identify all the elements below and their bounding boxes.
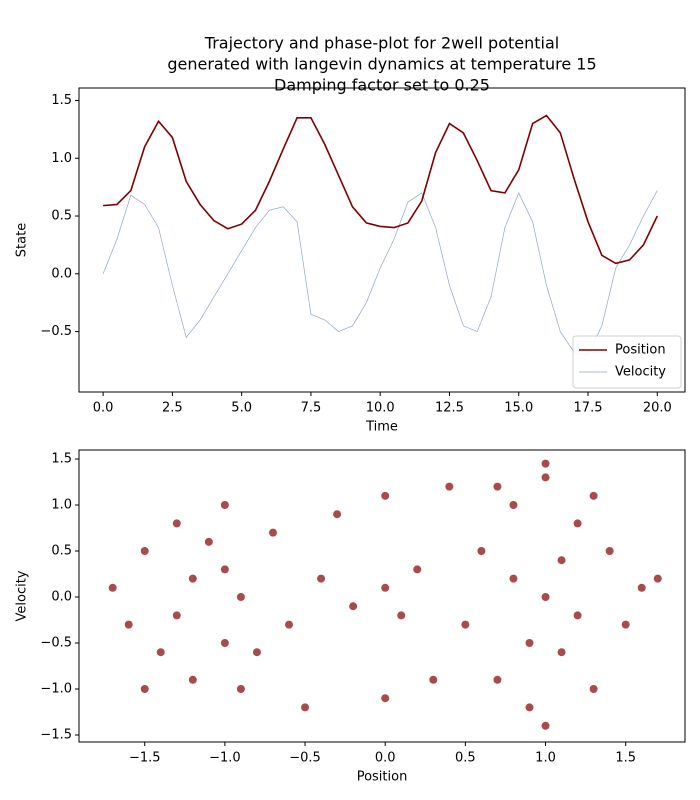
scatter-point — [333, 510, 342, 519]
y-tick-label: −0.5 — [40, 324, 72, 339]
scatter-point — [140, 685, 149, 694]
series-line — [102, 190, 658, 356]
scatter-point — [188, 675, 197, 684]
axes-frame — [78, 449, 686, 743]
scatter-point — [220, 501, 229, 510]
title-line: generated with langevin dynamics at temp… — [167, 55, 596, 74]
legend-box — [572, 335, 682, 389]
scatter-point — [509, 501, 518, 510]
scatter-point — [220, 565, 229, 574]
x-tick-label: 1.5 — [615, 751, 636, 766]
scatter-point — [477, 547, 486, 556]
scatter-point — [525, 639, 534, 648]
scatter-point — [509, 574, 518, 583]
scatter-point — [525, 703, 534, 712]
scatter-point — [541, 721, 550, 730]
scatter-point — [236, 593, 245, 602]
scatter-point — [140, 547, 149, 556]
x-tick-label: 10.0 — [366, 401, 395, 416]
x-axis-label: Time — [365, 420, 398, 435]
scatter-point — [541, 593, 550, 602]
x-tick-label: 5.0 — [231, 401, 252, 416]
y-axis-label: Velocity — [15, 570, 30, 621]
y-tick-label: 1.0 — [51, 498, 72, 513]
scatter-point — [605, 547, 614, 556]
axes-frame — [78, 87, 686, 393]
x-tick-label: 1.0 — [535, 751, 556, 766]
scatter-point — [349, 602, 358, 611]
x-tick-label: 2.5 — [162, 401, 183, 416]
scatter-point — [445, 482, 454, 491]
scatter-point — [493, 675, 502, 684]
scatter-point — [397, 611, 406, 620]
scatter-point — [573, 611, 582, 620]
scatter-point — [301, 703, 310, 712]
x-tick-label: 7.5 — [301, 401, 322, 416]
y-tick-label: 1.0 — [51, 151, 72, 166]
x-axis-label: Position — [357, 770, 408, 785]
scatter-point — [589, 685, 598, 694]
legend-label: Velocity — [615, 365, 666, 380]
x-tick-label: 15.0 — [504, 401, 533, 416]
scatter-point — [204, 537, 213, 546]
scatter-point — [461, 620, 470, 629]
x-tick-label: 0.0 — [93, 401, 114, 416]
y-tick-label: −0.5 — [40, 636, 72, 651]
scatter-point — [108, 583, 117, 592]
scatter-point — [381, 491, 390, 500]
y-tick-label: 0.5 — [51, 209, 72, 224]
scatter-point — [188, 574, 197, 583]
scatter-point — [172, 611, 181, 620]
title-line: Trajectory and phase-plot for 2well pote… — [204, 34, 559, 53]
scatter-point — [557, 648, 566, 657]
scatter-point — [573, 519, 582, 528]
title-line: Damping factor set to 0.25 — [274, 76, 490, 95]
y-tick-label: −1.0 — [40, 682, 72, 697]
scatter-point — [156, 648, 165, 657]
scatter-point — [381, 694, 390, 703]
scatter-point — [621, 620, 630, 629]
scatter-point — [653, 574, 662, 583]
scatter-point — [541, 459, 550, 468]
scatter-point — [429, 675, 438, 684]
x-tick-label: 0.5 — [455, 751, 476, 766]
y-tick-label: 1.5 — [51, 452, 72, 467]
scatter-point — [268, 528, 277, 537]
y-axis-label: State — [15, 223, 30, 257]
x-tick-label: 0.0 — [375, 751, 396, 766]
y-tick-label: 0.5 — [51, 544, 72, 559]
y-tick-label: 0.0 — [51, 266, 72, 281]
x-tick-label: −1.0 — [209, 751, 241, 766]
x-tick-label: 17.5 — [574, 401, 603, 416]
scatter-point — [252, 648, 261, 657]
scatter-point — [493, 482, 502, 491]
x-tick-label: −1.5 — [129, 751, 161, 766]
scatter-point — [589, 491, 598, 500]
series-line — [103, 114, 659, 265]
y-tick-label: 1.5 — [51, 93, 72, 108]
y-tick-label: −1.5 — [40, 728, 72, 743]
x-tick-label: 12.5 — [435, 401, 464, 416]
scatter-point — [124, 620, 133, 629]
scatter-point — [172, 519, 181, 528]
scatter-point — [220, 639, 229, 648]
scatter-point — [413, 565, 422, 574]
scatter-point — [557, 556, 566, 565]
plot-area — [102, 114, 659, 356]
scatter-point — [285, 620, 294, 629]
scatter-point — [541, 473, 550, 482]
y-tick-label: 0.0 — [51, 590, 72, 605]
scatter-point — [236, 685, 245, 694]
x-tick-label: −0.5 — [289, 751, 321, 766]
scatter-point — [317, 574, 326, 583]
scatter-point — [381, 583, 390, 592]
legend-label: Position — [615, 343, 666, 358]
x-tick-label: 20.0 — [643, 401, 672, 416]
scatter-point — [637, 583, 646, 592]
plot-area — [108, 459, 662, 730]
